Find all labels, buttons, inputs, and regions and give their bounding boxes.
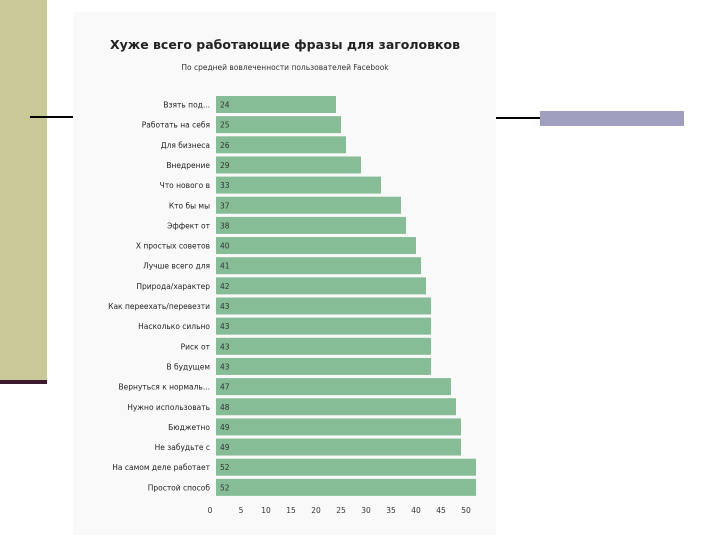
bar [216, 176, 381, 194]
value-label: 52 [220, 463, 230, 472]
bars-group: Взять под... 24 Работать на себя 25 Для бизн… [108, 96, 476, 496]
bar [216, 136, 346, 154]
value-label: 26 [220, 141, 230, 150]
category-label: На самом деле работает [112, 463, 210, 472]
x-tick-label: 20 [311, 506, 321, 515]
bar [216, 237, 416, 255]
category-label: Не забудьте с [155, 443, 210, 452]
category-label: Простой способ [148, 483, 211, 492]
bar [216, 317, 431, 335]
chart-subtitle: По средней вовлеченности пользователей F… [181, 63, 389, 72]
x-tick-label: 50 [461, 506, 471, 515]
bar [216, 277, 426, 295]
category-label: Внедрение [166, 161, 210, 170]
x-tick-label: 35 [386, 506, 396, 515]
category-label: Что нового в [160, 181, 210, 190]
x-tick-label: 45 [436, 506, 446, 515]
category-label: Нужно использовать [127, 403, 210, 412]
value-label: 43 [220, 322, 230, 331]
x-tick-label: 15 [286, 506, 296, 515]
category-label: Для бизнеса [161, 141, 210, 150]
bar [216, 156, 361, 174]
bar [216, 418, 461, 436]
category-label: Работать на себя [142, 121, 210, 130]
value-label: 40 [220, 242, 230, 251]
bar [216, 297, 431, 315]
sidebar-accent-line [0, 380, 47, 384]
category-label: Лучше всего для [143, 262, 210, 271]
bar [216, 96, 336, 113]
chart-card: Хуже всего работающие фразы для заголовк… [73, 12, 496, 535]
value-label: 49 [220, 443, 230, 452]
value-label: 42 [220, 282, 230, 291]
category-label: X простых советов [136, 242, 210, 251]
accent-block [540, 111, 684, 126]
value-label: 49 [220, 423, 230, 432]
value-label: 43 [220, 362, 230, 371]
bar [216, 478, 476, 496]
x-tick-label: 40 [411, 506, 421, 515]
bar [216, 357, 431, 375]
x-tick-label: 0 [208, 506, 213, 515]
value-label: 24 [220, 101, 230, 110]
bar [216, 257, 421, 275]
value-label: 38 [220, 221, 230, 230]
x-tick-label: 10 [261, 506, 271, 515]
category-label: В будущем [166, 362, 210, 371]
value-label: 33 [220, 181, 230, 190]
category-label: Взять под... [163, 101, 210, 110]
bar [216, 398, 456, 416]
value-label: 43 [220, 342, 230, 351]
x-axis: 0 5 10 15 20 25 30 35 40 45 50 [208, 506, 471, 515]
bar-chart: Хуже всего работающие фразы для заголовк… [108, 37, 476, 515]
bar [216, 378, 451, 396]
sidebar-decoration [0, 0, 47, 383]
category-label: Природа/характер [136, 282, 210, 291]
bar [216, 216, 406, 234]
x-tick-label: 25 [336, 506, 346, 515]
bar [216, 438, 461, 456]
bar [216, 337, 431, 355]
bar [216, 116, 341, 134]
value-label: 48 [220, 403, 230, 412]
chart-title: Хуже всего работающие фразы для заголовк… [110, 37, 460, 52]
x-tick-label: 5 [239, 506, 244, 515]
value-label: 52 [220, 483, 230, 492]
bar [216, 196, 401, 214]
category-label: Кто бы мы [169, 201, 210, 210]
value-label: 25 [220, 121, 230, 130]
value-label: 29 [220, 161, 230, 170]
category-label: Как переехать/перевезти [108, 302, 210, 311]
value-label: 47 [220, 383, 230, 392]
category-label: Насколько сильно [138, 322, 210, 331]
category-label: Бюджетно [168, 423, 210, 432]
value-label: 41 [220, 262, 230, 271]
category-label: Риск от [181, 342, 211, 351]
value-label: 43 [220, 302, 230, 311]
x-tick-label: 30 [361, 506, 371, 515]
category-label: Вернуться к нормаль... [119, 383, 210, 392]
header-rule-left [30, 116, 74, 118]
category-label: Эффект от [167, 221, 211, 230]
bar [216, 458, 476, 476]
value-label: 37 [220, 201, 230, 210]
